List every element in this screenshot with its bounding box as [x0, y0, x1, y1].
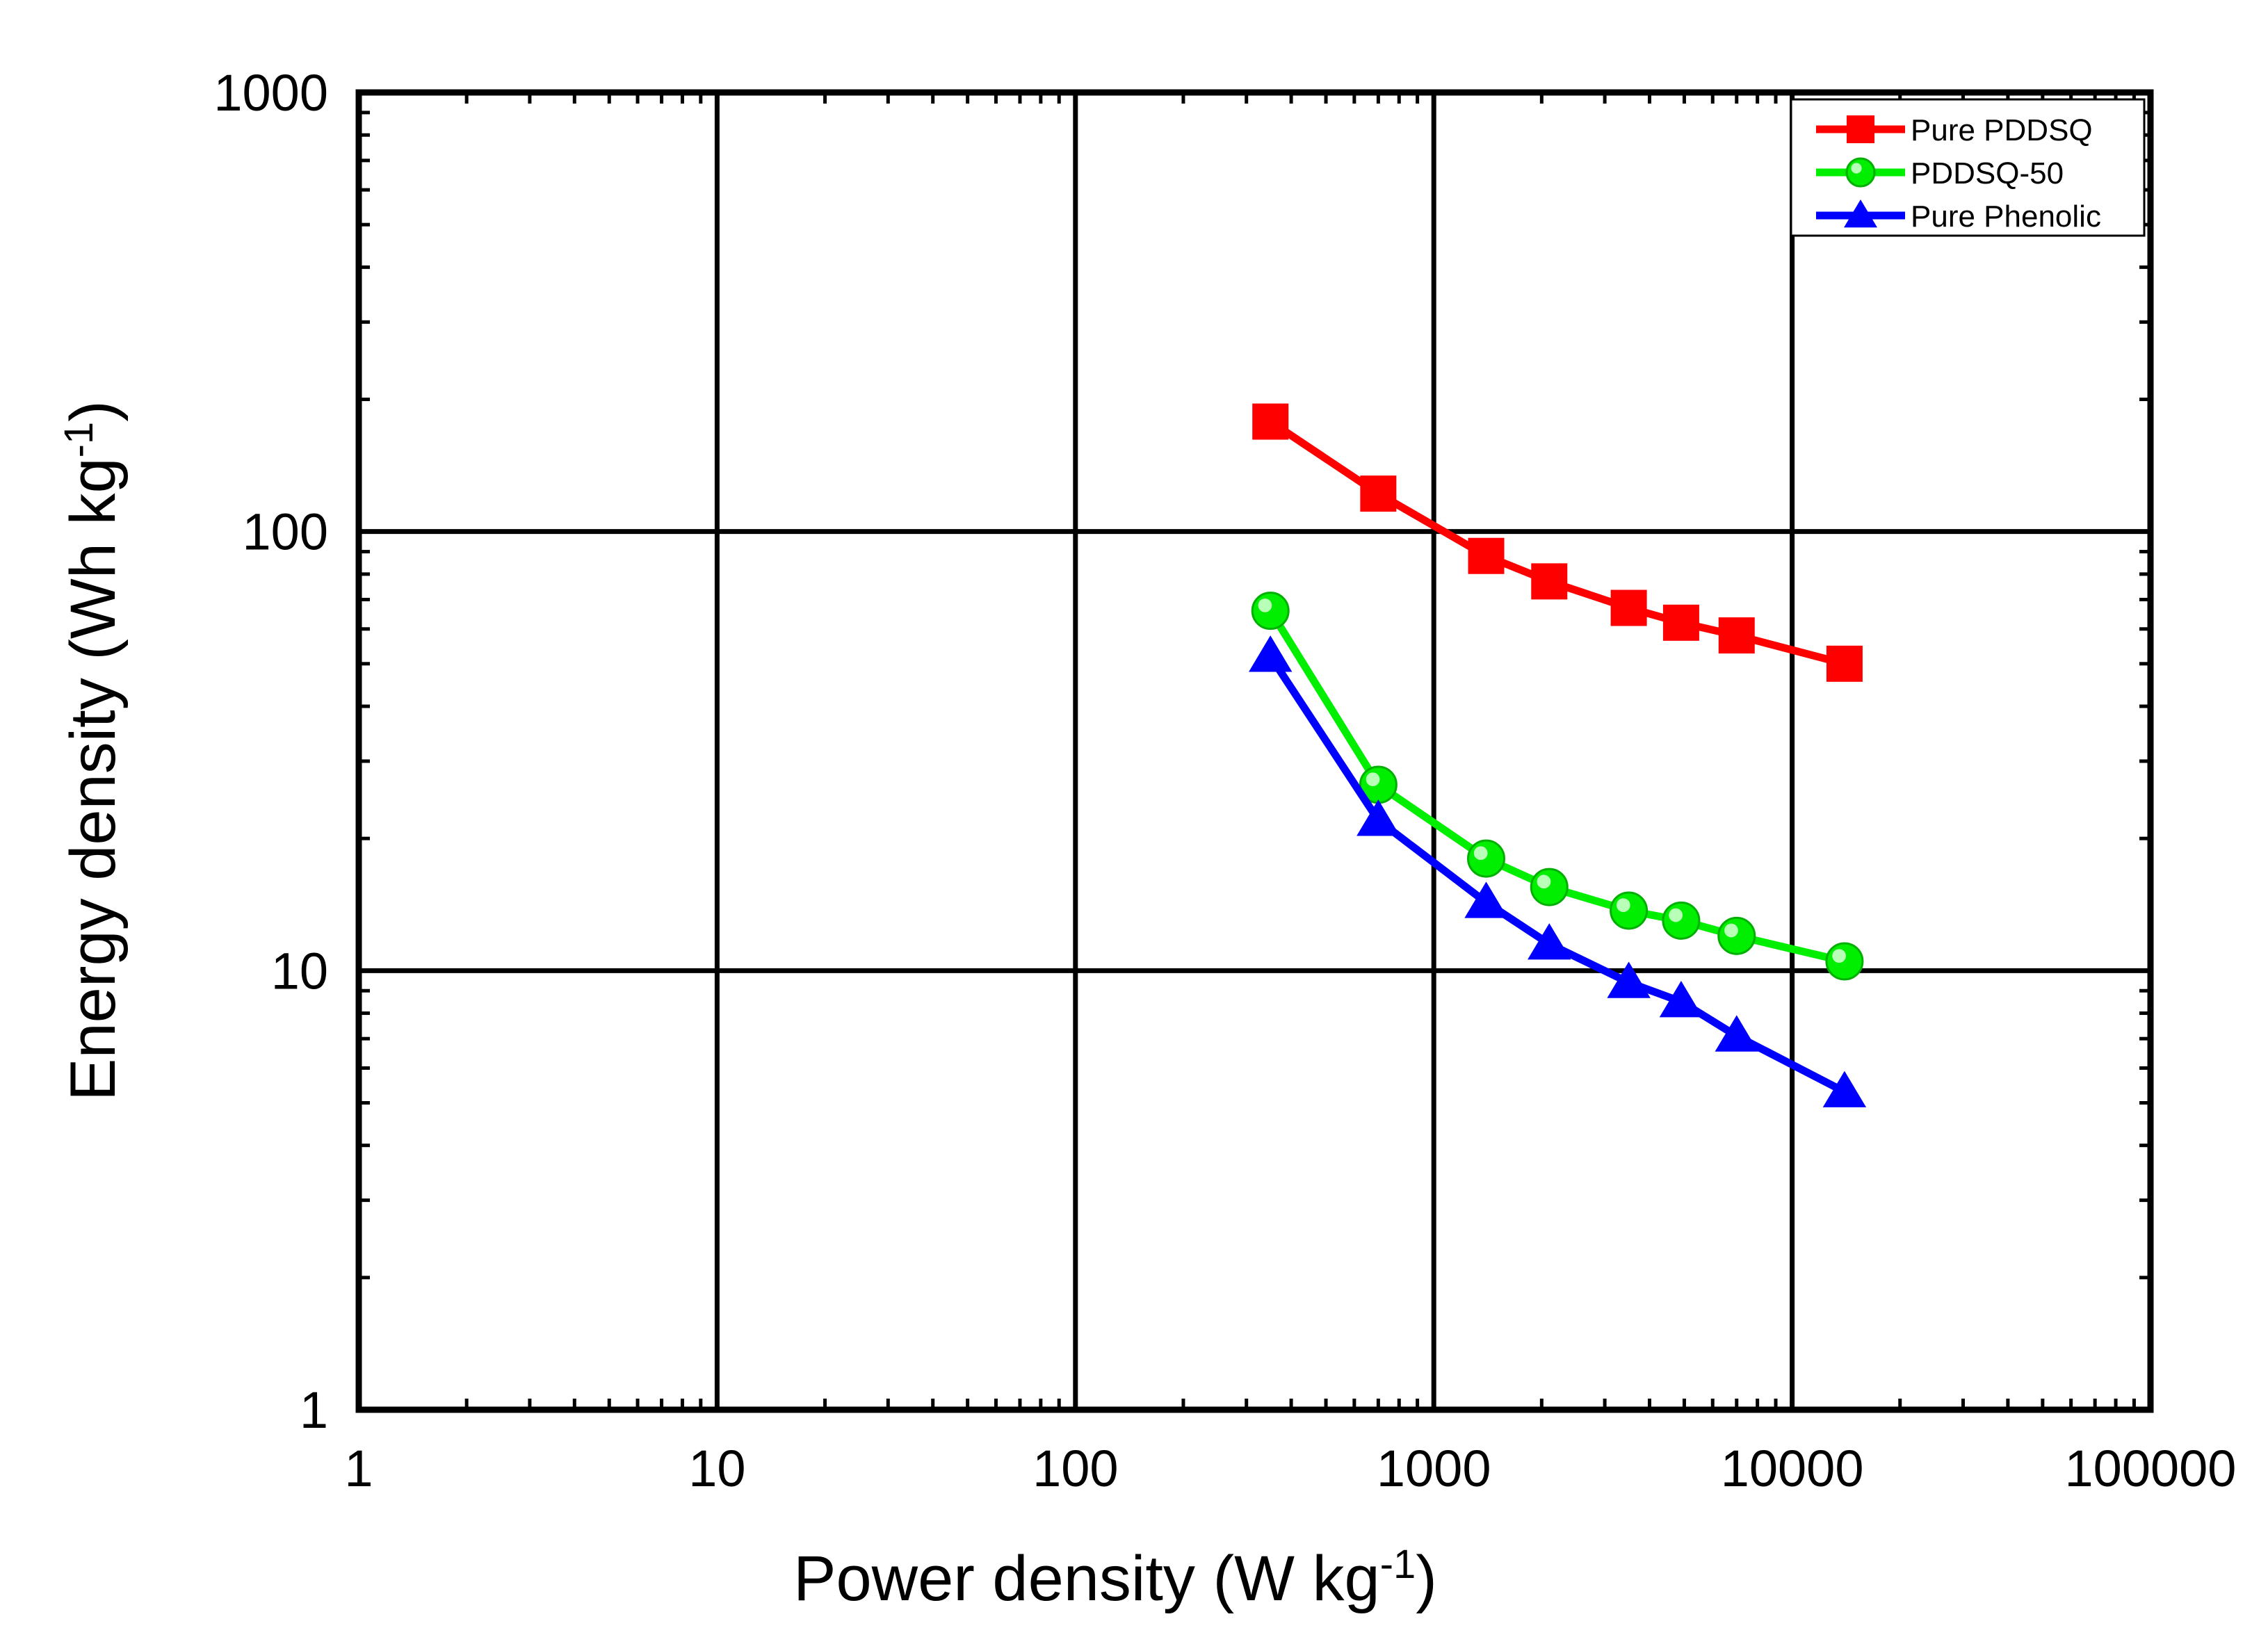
- x-axis-title-sup: -1: [1380, 1542, 1416, 1587]
- x-tick-label: 100: [1032, 1440, 1118, 1497]
- legend-label: Pure Phenolic: [1911, 200, 2101, 234]
- legend-label: Pure PDDSQ: [1911, 113, 2093, 147]
- data-point-highlight: [1473, 846, 1488, 861]
- y-axis-title-main: Energy density (Wh kg: [58, 457, 129, 1100]
- data-point: [1718, 617, 1755, 654]
- data-point: [1252, 403, 1289, 440]
- data-point-highlight: [1669, 908, 1683, 922]
- data-point: [1467, 839, 1506, 878]
- data-point: [1531, 563, 1568, 600]
- data-point-highlight: [1832, 949, 1846, 963]
- data-point: [1826, 645, 1863, 682]
- legend-entry: Pure PDDSQ: [1816, 113, 2093, 147]
- y-axis-title-end: ): [58, 400, 129, 422]
- legend-marker: [1845, 157, 1876, 188]
- x-tick-label: 10000: [1721, 1440, 1864, 1497]
- legend: Pure PDDSQ PDDSQ-50 Pure Phenolic: [1790, 98, 2146, 237]
- data-point: [1468, 537, 1505, 574]
- data-point-highlight: [1616, 898, 1630, 913]
- y-tick-label: 10: [271, 942, 328, 1000]
- data-point: [1356, 799, 1400, 836]
- x-axis-title-end: ): [1416, 1543, 1437, 1614]
- legend-entry: Pure Phenolic: [1816, 200, 2101, 234]
- y-axis-title: Energy density (Wh kg-1): [56, 400, 129, 1101]
- y-tick-label: 1: [300, 1381, 328, 1439]
- x-tick-label: 10: [688, 1440, 745, 1497]
- data-point: [1360, 475, 1397, 512]
- data-point: [1610, 589, 1647, 626]
- y-tick-label: 100: [243, 503, 328, 561]
- data-point-body: [1251, 592, 1290, 630]
- data-point-highlight: [1258, 598, 1272, 612]
- data-point: [1662, 901, 1701, 940]
- y-tick-label: 1000: [213, 64, 328, 122]
- data-point-body: [1662, 901, 1701, 940]
- data-point-body: [1717, 916, 1756, 955]
- data-point: [1610, 891, 1649, 930]
- data-point: [1717, 916, 1756, 955]
- data-point-highlight: [1724, 923, 1738, 938]
- series-layer: [1249, 403, 1867, 1107]
- x-tick-label: 100000: [2065, 1440, 2237, 1497]
- x-axis-title-main: Power density (W kg: [793, 1543, 1380, 1614]
- data-point: [1715, 1015, 1758, 1052]
- x-tick-label: 1: [344, 1440, 373, 1497]
- legend-marker-highlight: [1851, 163, 1862, 174]
- data-point: [1659, 981, 1703, 1018]
- data-point: [1528, 923, 1571, 960]
- legend-entry: PDDSQ-50: [1816, 156, 2064, 190]
- x-tick-labels: 1 10 100 1000 10000 100000: [344, 1440, 2236, 1497]
- data-point: [1530, 868, 1569, 906]
- y-tick-labels: 1 10 100 1000: [213, 64, 328, 1439]
- data-point-body: [1467, 839, 1506, 878]
- legend-marker-body: [1845, 157, 1876, 188]
- legend-marker: [1847, 115, 1874, 143]
- plot-frame: [355, 89, 2154, 1413]
- x-tick-label: 1000: [1377, 1440, 1491, 1497]
- x-axis-title: Power density (W kg-1): [793, 1542, 1437, 1615]
- data-point: [1662, 604, 1699, 641]
- data-point: [1825, 942, 1864, 981]
- data-point: [1607, 961, 1651, 998]
- data-point: [1822, 1071, 1867, 1107]
- series-pure-phenolic: [1249, 635, 1867, 1107]
- grid: [359, 92, 2150, 1410]
- data-point-body: [1825, 942, 1864, 981]
- data-point: [1249, 635, 1293, 672]
- data-point-body: [1530, 868, 1569, 906]
- data-point-body: [1610, 891, 1649, 930]
- data-point-highlight: [1366, 772, 1380, 787]
- data-point: [1251, 592, 1290, 630]
- data-point-highlight: [1537, 874, 1551, 889]
- legend-label: PDDSQ-50: [1911, 156, 2064, 190]
- y-axis-title-sup: -1: [56, 422, 102, 458]
- data-point: [1464, 881, 1508, 918]
- series-pure-pddsq: [1252, 403, 1863, 682]
- legend-marker: [1844, 200, 1877, 228]
